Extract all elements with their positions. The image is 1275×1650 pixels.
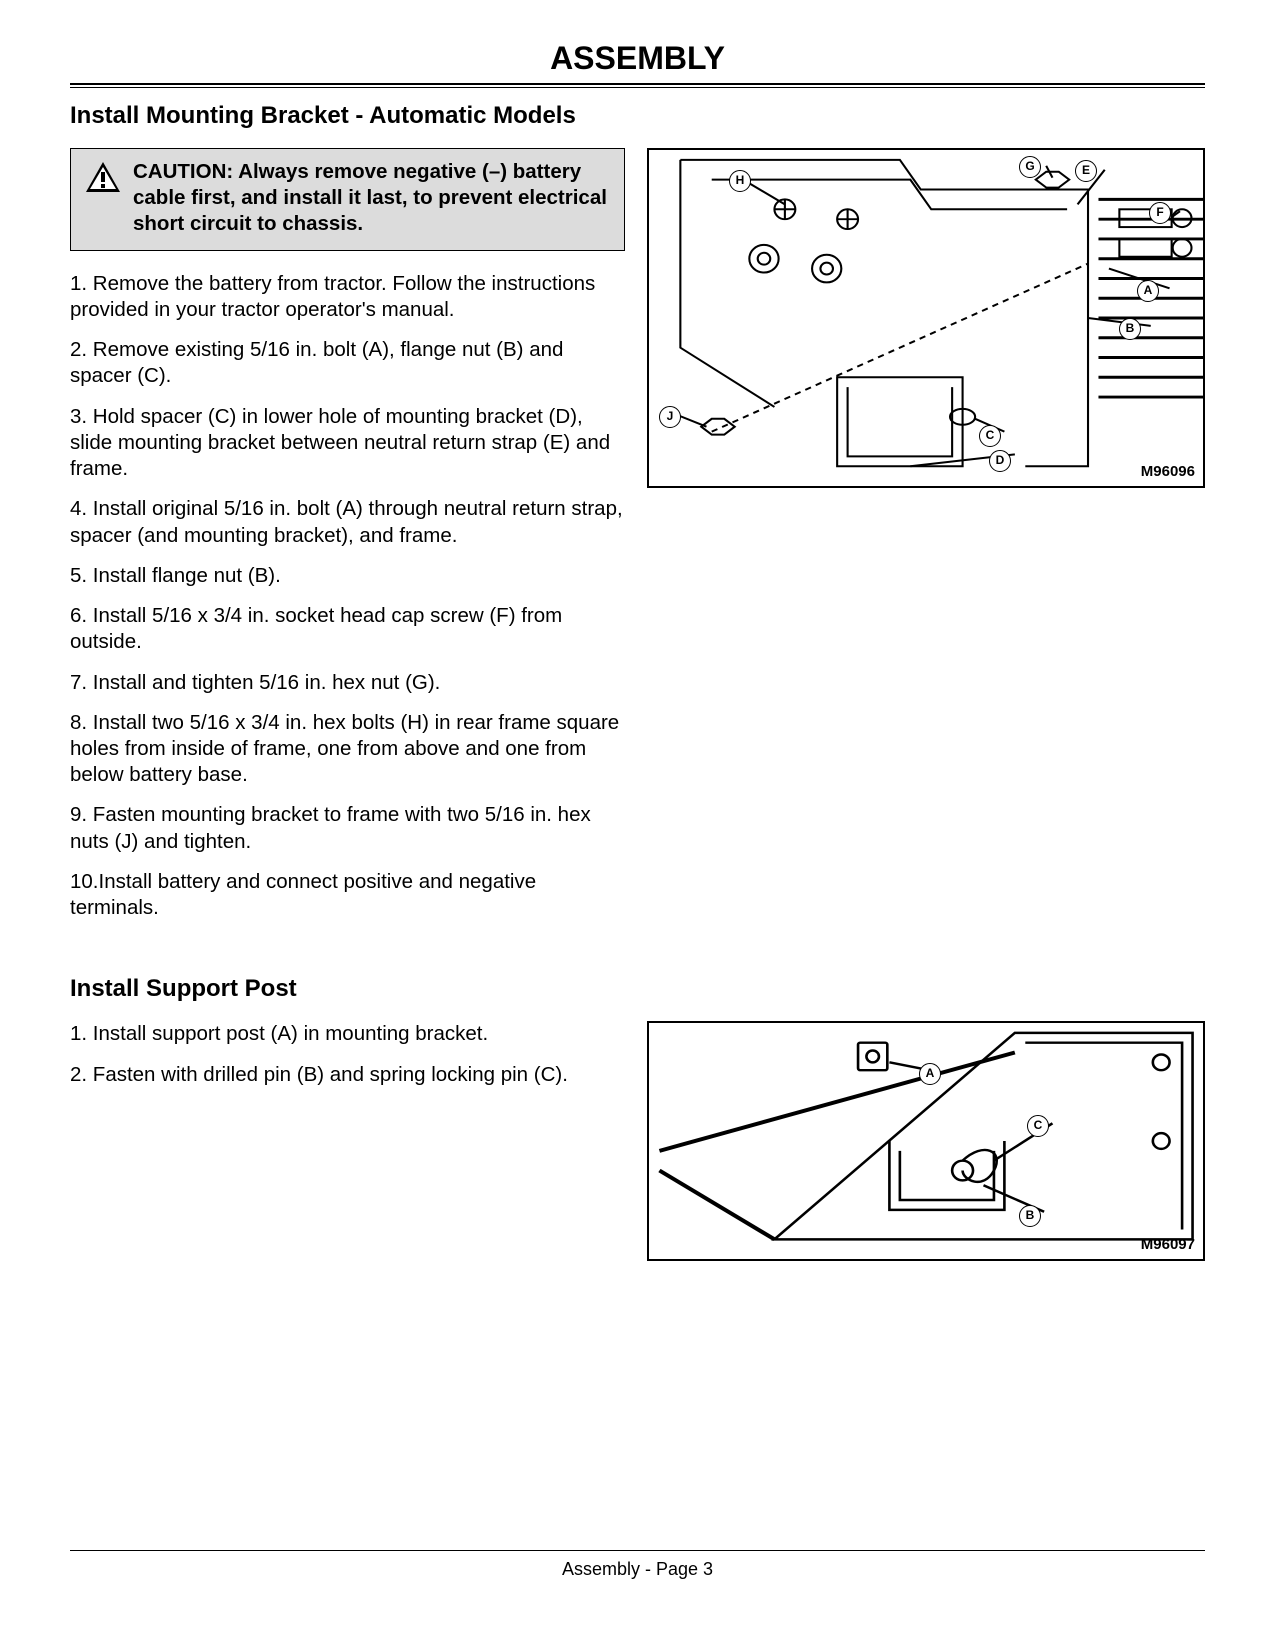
step: 6. Install 5/16 x 3/4 in. socket head ca… bbox=[70, 603, 625, 655]
step: 9. Fasten mounting bracket to frame with… bbox=[70, 802, 625, 854]
section2-figure-col: A B C M96097 bbox=[647, 1021, 1205, 1261]
section1-figure-col: A B C D E F G H J M96096 bbox=[647, 148, 1205, 935]
step: 2. Fasten with drilled pin (B) and sprin… bbox=[70, 1062, 625, 1088]
section1-title: Install Mounting Bracket - Automatic Mod… bbox=[70, 102, 1205, 130]
figure-2: A B C M96097 bbox=[647, 1021, 1205, 1261]
callout-B: B bbox=[1119, 318, 1141, 340]
step: 3. Hold spacer (C) in lower hole of moun… bbox=[70, 404, 625, 483]
step: 10.Install battery and connect positive … bbox=[70, 869, 625, 921]
step: 1. Remove the battery from tractor. Foll… bbox=[70, 271, 625, 323]
step: 1. Install support post (A) in mounting … bbox=[70, 1021, 625, 1047]
step: 8. Install two 5/16 x 3/4 in. hex bolts … bbox=[70, 710, 625, 789]
step: 2. Remove existing 5/16 in. bolt (A), fl… bbox=[70, 337, 625, 389]
figure-1: A B C D E F G H J M96096 bbox=[647, 148, 1205, 488]
title-rule bbox=[70, 83, 1205, 88]
step: 5. Install flange nut (B). bbox=[70, 563, 625, 589]
callout-G: G bbox=[1019, 156, 1041, 178]
step: 4. Install original 5/16 in. bolt (A) th… bbox=[70, 496, 625, 548]
page-footer: Assembly - Page 3 bbox=[70, 1550, 1205, 1580]
callout-H: H bbox=[729, 170, 751, 192]
step: 7. Install and tighten 5/16 in. hex nut … bbox=[70, 670, 625, 696]
callout-J: J bbox=[659, 406, 681, 428]
page-title: ASSEMBLY bbox=[70, 40, 1205, 77]
section1-body: CAUTION: Always remove negative (–) batt… bbox=[70, 148, 1205, 935]
figure-2-id: M96097 bbox=[1141, 1236, 1195, 1253]
footer-text: Assembly - Page 3 bbox=[562, 1559, 713, 1579]
callout-E: E bbox=[1075, 160, 1097, 182]
caution-label: CAUTION: bbox=[133, 160, 233, 183]
section2-title: Install Support Post bbox=[70, 975, 1205, 1003]
caution-box: CAUTION: Always remove negative (–) batt… bbox=[70, 148, 625, 251]
callout-F: F bbox=[1149, 202, 1171, 224]
caution-icon bbox=[85, 159, 123, 238]
section1-text-col: CAUTION: Always remove negative (–) batt… bbox=[70, 148, 625, 935]
figure-2-drawing bbox=[649, 1023, 1203, 1259]
callout-D: D bbox=[989, 450, 1011, 472]
callout-A: A bbox=[1137, 280, 1159, 302]
figure-1-id: M96096 bbox=[1141, 463, 1195, 480]
figure-1-drawing bbox=[649, 150, 1203, 486]
caution-text: CAUTION: Always remove negative (–) batt… bbox=[127, 159, 610, 238]
section2-body: 1. Install support post (A) in mounting … bbox=[70, 1021, 1205, 1261]
section2-text-col: 1. Install support post (A) in mounting … bbox=[70, 1021, 625, 1261]
callout-C: C bbox=[979, 425, 1001, 447]
